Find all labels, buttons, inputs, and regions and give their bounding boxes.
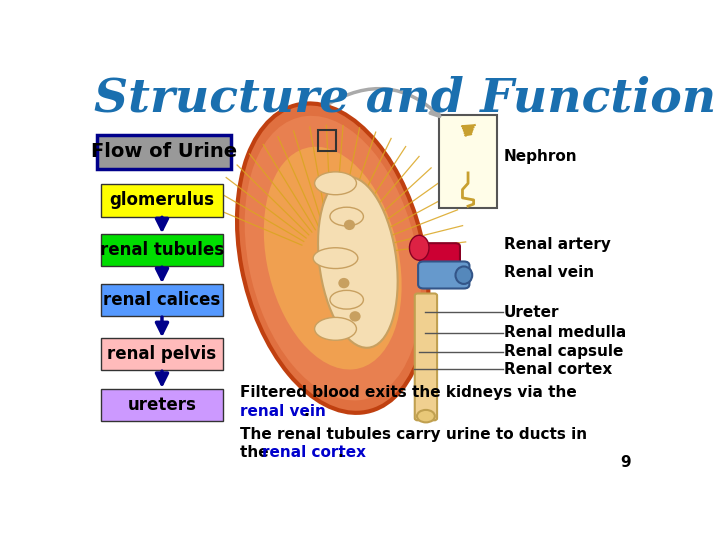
- Text: 9: 9: [621, 455, 631, 470]
- Text: renal pelvis: renal pelvis: [107, 345, 217, 363]
- Ellipse shape: [313, 248, 358, 268]
- Text: .: .: [337, 446, 343, 460]
- Text: renal calices: renal calices: [104, 291, 220, 309]
- Text: the: the: [240, 446, 274, 460]
- Text: ureters: ureters: [127, 396, 197, 414]
- Ellipse shape: [456, 266, 472, 284]
- Ellipse shape: [344, 220, 355, 230]
- Ellipse shape: [330, 291, 364, 309]
- FancyBboxPatch shape: [420, 243, 460, 265]
- Ellipse shape: [245, 116, 420, 401]
- Text: renal cortex: renal cortex: [262, 446, 366, 460]
- FancyBboxPatch shape: [101, 234, 222, 266]
- Ellipse shape: [417, 410, 435, 422]
- FancyBboxPatch shape: [101, 284, 222, 316]
- Ellipse shape: [315, 172, 356, 195]
- Text: glomerulus: glomerulus: [109, 191, 215, 210]
- Ellipse shape: [330, 207, 364, 226]
- FancyBboxPatch shape: [101, 184, 222, 217]
- FancyBboxPatch shape: [97, 134, 231, 168]
- Text: Renal vein: Renal vein: [504, 265, 594, 280]
- Text: The renal tubules carry urine to ducts in: The renal tubules carry urine to ducts i…: [240, 427, 587, 442]
- Text: renal vein: renal vein: [240, 404, 325, 418]
- Text: Renal artery: Renal artery: [504, 237, 611, 252]
- Text: Ureter: Ureter: [504, 305, 559, 320]
- Text: renal tubules: renal tubules: [100, 241, 224, 259]
- FancyBboxPatch shape: [418, 261, 469, 288]
- FancyBboxPatch shape: [101, 338, 222, 370]
- Ellipse shape: [264, 147, 402, 369]
- Ellipse shape: [237, 104, 428, 413]
- Text: Renal capsule: Renal capsule: [504, 344, 624, 359]
- Text: Flow of Urine: Flow of Urine: [91, 142, 238, 161]
- Text: .: .: [304, 404, 310, 418]
- Ellipse shape: [318, 177, 397, 348]
- Text: Structure and Function: Structure and Function: [94, 75, 716, 121]
- Ellipse shape: [338, 278, 349, 288]
- Text: Filtered blood exits the kidneys via the: Filtered blood exits the kidneys via the: [240, 386, 576, 400]
- Ellipse shape: [315, 318, 356, 340]
- FancyBboxPatch shape: [438, 114, 498, 208]
- FancyBboxPatch shape: [101, 389, 222, 421]
- Text: Nephron: Nephron: [504, 149, 577, 164]
- FancyBboxPatch shape: [415, 294, 437, 420]
- Text: Renal medulla: Renal medulla: [504, 326, 626, 341]
- Text: Renal cortex: Renal cortex: [504, 362, 612, 377]
- Ellipse shape: [410, 235, 429, 260]
- Ellipse shape: [349, 311, 361, 321]
